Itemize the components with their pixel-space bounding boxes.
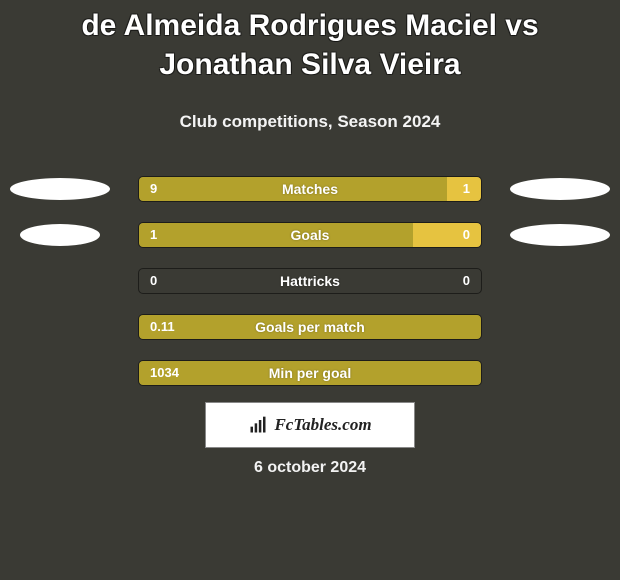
stat-name: Goals per match: [138, 314, 482, 340]
player-right-oval: [510, 178, 610, 200]
attribution-badge: FcTables.com: [205, 402, 415, 448]
footer-date: 6 october 2024: [0, 459, 620, 477]
stat-name: Min per goal: [138, 360, 482, 386]
stat-value-left: 9: [150, 176, 157, 202]
page-title: de Almeida Rodrigues Maciel vs Jonathan …: [0, 6, 620, 84]
stat-name: Hattricks: [138, 268, 482, 294]
stat-value-left: 0.11: [150, 314, 175, 340]
subtitle: Club competitions, Season 2024: [0, 112, 620, 132]
player-left-oval: [20, 224, 100, 246]
stat-row: Goals1 0: [0, 222, 620, 248]
stat-row: Goals per match0.11: [0, 314, 620, 340]
player-left-oval: [10, 178, 110, 200]
stat-name: Goals: [138, 222, 482, 248]
stat-rows: Matches91Goals10Hattricks00Goals per mat…: [0, 176, 620, 406]
stat-value-left: 1034: [150, 360, 179, 386]
stat-row: Min per goal1034: [0, 360, 620, 386]
stat-value-right: 1: [463, 176, 470, 202]
stat-value-right: 0: [463, 268, 470, 294]
stat-name: Matches: [138, 176, 482, 202]
stat-value-left: 0: [150, 268, 157, 294]
bars-icon: [248, 415, 268, 435]
stat-row: Matches9 1: [0, 176, 620, 202]
stat-value-right: 0: [463, 222, 470, 248]
comparison-infographic: de Almeida Rodrigues Maciel vs Jonathan …: [0, 0, 620, 580]
player-right-oval: [510, 224, 610, 246]
stat-row: Hattricks0 0: [0, 268, 620, 294]
stat-value-left: 1: [150, 222, 157, 248]
attribution-text: FcTables.com: [274, 415, 371, 435]
